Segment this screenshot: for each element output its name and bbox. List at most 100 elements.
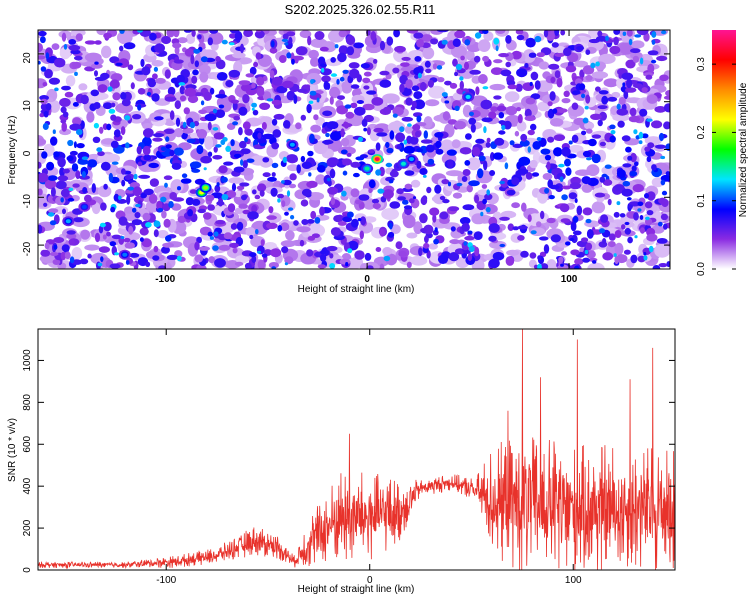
heatmap-cell xyxy=(109,263,121,269)
heatmap-cell xyxy=(515,30,524,35)
heatmap-cell xyxy=(613,211,620,218)
heatmap-cell xyxy=(55,180,67,190)
heatmap-cell xyxy=(389,130,395,140)
heatmap-cell xyxy=(47,212,55,217)
heatmap-cell xyxy=(396,144,402,150)
heatmap-cell xyxy=(64,91,74,98)
heatmap-cell xyxy=(558,256,564,263)
heatmap-cell xyxy=(99,222,106,228)
heatmap-cell xyxy=(392,113,398,118)
heatmap-cell xyxy=(271,142,280,150)
heatmap-cell xyxy=(256,76,265,86)
heatmap-cell xyxy=(597,105,608,110)
heatmap-cell xyxy=(416,160,422,169)
heatmap-cell xyxy=(40,103,48,111)
heatmap-cell xyxy=(319,63,327,68)
heatmap-cell xyxy=(646,118,653,122)
heatmap-cell xyxy=(118,195,122,201)
heatmap-cell xyxy=(194,254,204,263)
heatmap-cell xyxy=(267,176,277,182)
heatmap-cell xyxy=(447,119,458,125)
heatmap-cell xyxy=(197,30,209,34)
heatmap-cell xyxy=(163,128,175,134)
heatmap-cell xyxy=(250,155,267,166)
heatmap-cell xyxy=(271,118,278,126)
heatmap-cell xyxy=(261,253,268,258)
heatmap-cell xyxy=(585,49,591,55)
heatmap-cell xyxy=(322,110,333,117)
heatmap-cell xyxy=(468,180,480,187)
heatmap-cell xyxy=(70,49,81,55)
heatmap-cell xyxy=(467,230,473,235)
heatmap-cell xyxy=(652,265,661,269)
heatmap-cell xyxy=(449,82,458,89)
heatmap-cell xyxy=(307,150,314,157)
heatmap-cell xyxy=(317,56,326,65)
heatmap-cell xyxy=(277,198,281,203)
heatmap-cell xyxy=(627,155,633,161)
heatmap-cell xyxy=(337,221,347,226)
heatmap-cell xyxy=(110,140,119,149)
heatmap-cell xyxy=(559,203,570,213)
heatmap-cell xyxy=(630,48,641,54)
heatmap-cell xyxy=(600,214,609,223)
heatmap-cell xyxy=(527,214,532,222)
heatmap-cell xyxy=(116,198,127,204)
heatmap-cell xyxy=(254,30,265,39)
heatmap-cell xyxy=(111,161,119,165)
heatmap-cell xyxy=(521,202,527,212)
heatmap-cell xyxy=(408,198,415,204)
heatmap-cell xyxy=(483,160,488,171)
heatmap-cell xyxy=(428,85,446,99)
heatmap-cell xyxy=(572,230,582,236)
heatmap-cell xyxy=(633,212,639,221)
heatmap-cell xyxy=(71,163,79,172)
heatmap-cell xyxy=(470,123,476,133)
heatmap-cell xyxy=(48,100,61,113)
heatmap-cell xyxy=(295,122,302,130)
heatmap-cell xyxy=(207,231,213,237)
heatmap-cell xyxy=(417,72,422,79)
heatmap-cell xyxy=(419,213,428,224)
heatmap-cell xyxy=(163,218,171,228)
heatmap-cell xyxy=(598,90,609,95)
heatmap-cell xyxy=(372,202,381,210)
heatmap-cell xyxy=(504,91,520,103)
heatmap-cell xyxy=(241,194,247,201)
heatmap-cell xyxy=(308,172,312,177)
heatmap-cell xyxy=(300,199,309,207)
heatmap-cell xyxy=(266,215,277,220)
heatmap-cell xyxy=(482,86,489,90)
heatmap-cell xyxy=(154,43,166,53)
heatmap-cell xyxy=(358,194,370,201)
heatmap-y-tick-label: 20 xyxy=(22,52,33,64)
heatmap-cell xyxy=(623,90,629,100)
heatmap-cell xyxy=(233,115,241,121)
heatmap-cell xyxy=(366,265,374,269)
heatmap-cell xyxy=(505,61,512,68)
heatmap-cell xyxy=(628,115,641,123)
heatmap-cell xyxy=(191,168,201,173)
heatmap-cell xyxy=(561,98,571,104)
heatmap-cell xyxy=(345,262,349,267)
heatmap-cell xyxy=(379,40,386,51)
heatmap-cell xyxy=(575,169,591,176)
heatmap-cell xyxy=(223,161,234,166)
heatmap-cell xyxy=(286,154,298,163)
heatmap-cell xyxy=(414,56,422,62)
heatmap-cell xyxy=(562,185,572,190)
heatmap-cell xyxy=(299,239,305,247)
heatmap-cell xyxy=(425,68,432,74)
heatmap-cell xyxy=(623,249,631,255)
heatmap-cell xyxy=(251,107,255,111)
heatmap-cell xyxy=(198,109,208,115)
heatmap-cell xyxy=(398,250,407,257)
heatmap-cell xyxy=(565,65,577,73)
heatmap-cell xyxy=(132,207,137,213)
heatmap-cell xyxy=(38,138,47,146)
heatmap-cell xyxy=(216,72,228,81)
heatmap-cell xyxy=(160,146,167,152)
heatmap-y-tick-label: -10 xyxy=(22,194,33,209)
heatmap-cell xyxy=(663,121,670,130)
heatmap-cell xyxy=(285,230,295,241)
